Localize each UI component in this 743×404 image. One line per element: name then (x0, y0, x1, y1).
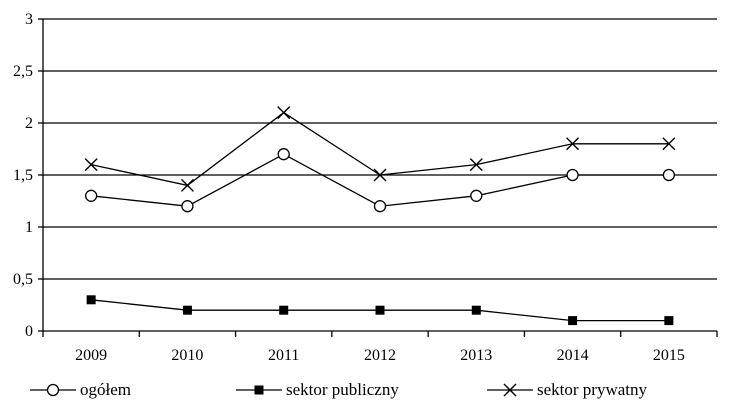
legend-item: ogółem (30, 380, 131, 399)
data-point (181, 200, 194, 213)
series-0 (84, 148, 676, 213)
data-point (373, 200, 387, 213)
data-point (470, 189, 483, 202)
legend-label: ogółem (80, 380, 131, 399)
legend-item: sektor publiczny (236, 380, 399, 399)
x-axis-ticks: 2009 2010 2011 2012 2013 2014 2015 (42, 331, 718, 364)
data-point (662, 168, 676, 182)
series-line (91, 153, 669, 207)
series-group (84, 106, 676, 326)
legend-label: sektor publiczny (286, 380, 399, 399)
data-point (277, 148, 290, 161)
x-tick-label: 2012 (364, 347, 396, 364)
y-tick-label: 2,5 (13, 63, 33, 80)
data-point (84, 158, 98, 172)
series-2 (84, 106, 676, 192)
data-point (84, 189, 98, 202)
data-point (180, 178, 194, 192)
data-point (471, 305, 481, 315)
data-point (86, 295, 96, 305)
y-tick-label: 2 (25, 115, 33, 132)
data-point (279, 305, 289, 315)
y-tick-label: 3 (25, 11, 33, 28)
legend-label: sektor prywatny (537, 380, 648, 399)
data-point (664, 316, 674, 326)
data-point (568, 316, 578, 326)
data-point (469, 158, 483, 172)
y-tick-label: 1 (25, 219, 33, 236)
x-tick-label: 2015 (653, 347, 685, 364)
data-point (277, 106, 291, 120)
x-tick-label: 2013 (460, 347, 492, 364)
x-tick-label: 2011 (268, 347, 299, 364)
legend: ogółem sektor publiczny sektor prywatny (30, 380, 648, 399)
data-point (373, 168, 387, 182)
y-tick-label: 1,5 (13, 167, 33, 184)
y-tick-label: 0,5 (13, 271, 33, 288)
legend-item: sektor prywatny (487, 380, 648, 399)
x-tick-label: 2009 (75, 347, 107, 364)
legend-marker (46, 383, 60, 397)
y-tick-label: 0 (25, 323, 33, 340)
data-point (662, 137, 676, 151)
data-point (375, 305, 385, 315)
data-point (566, 137, 580, 151)
x-tick-label: 2014 (557, 347, 589, 364)
legend-marker (503, 383, 517, 397)
gridlines (43, 18, 717, 280)
series-1 (86, 295, 674, 326)
y-axis-ticks: 0 0,5 1 1,5 2 2,5 3 (13, 11, 43, 340)
data-point (566, 168, 579, 182)
legend-marker (254, 385, 264, 395)
data-point (182, 305, 192, 315)
x-tick-label: 2010 (171, 347, 203, 364)
